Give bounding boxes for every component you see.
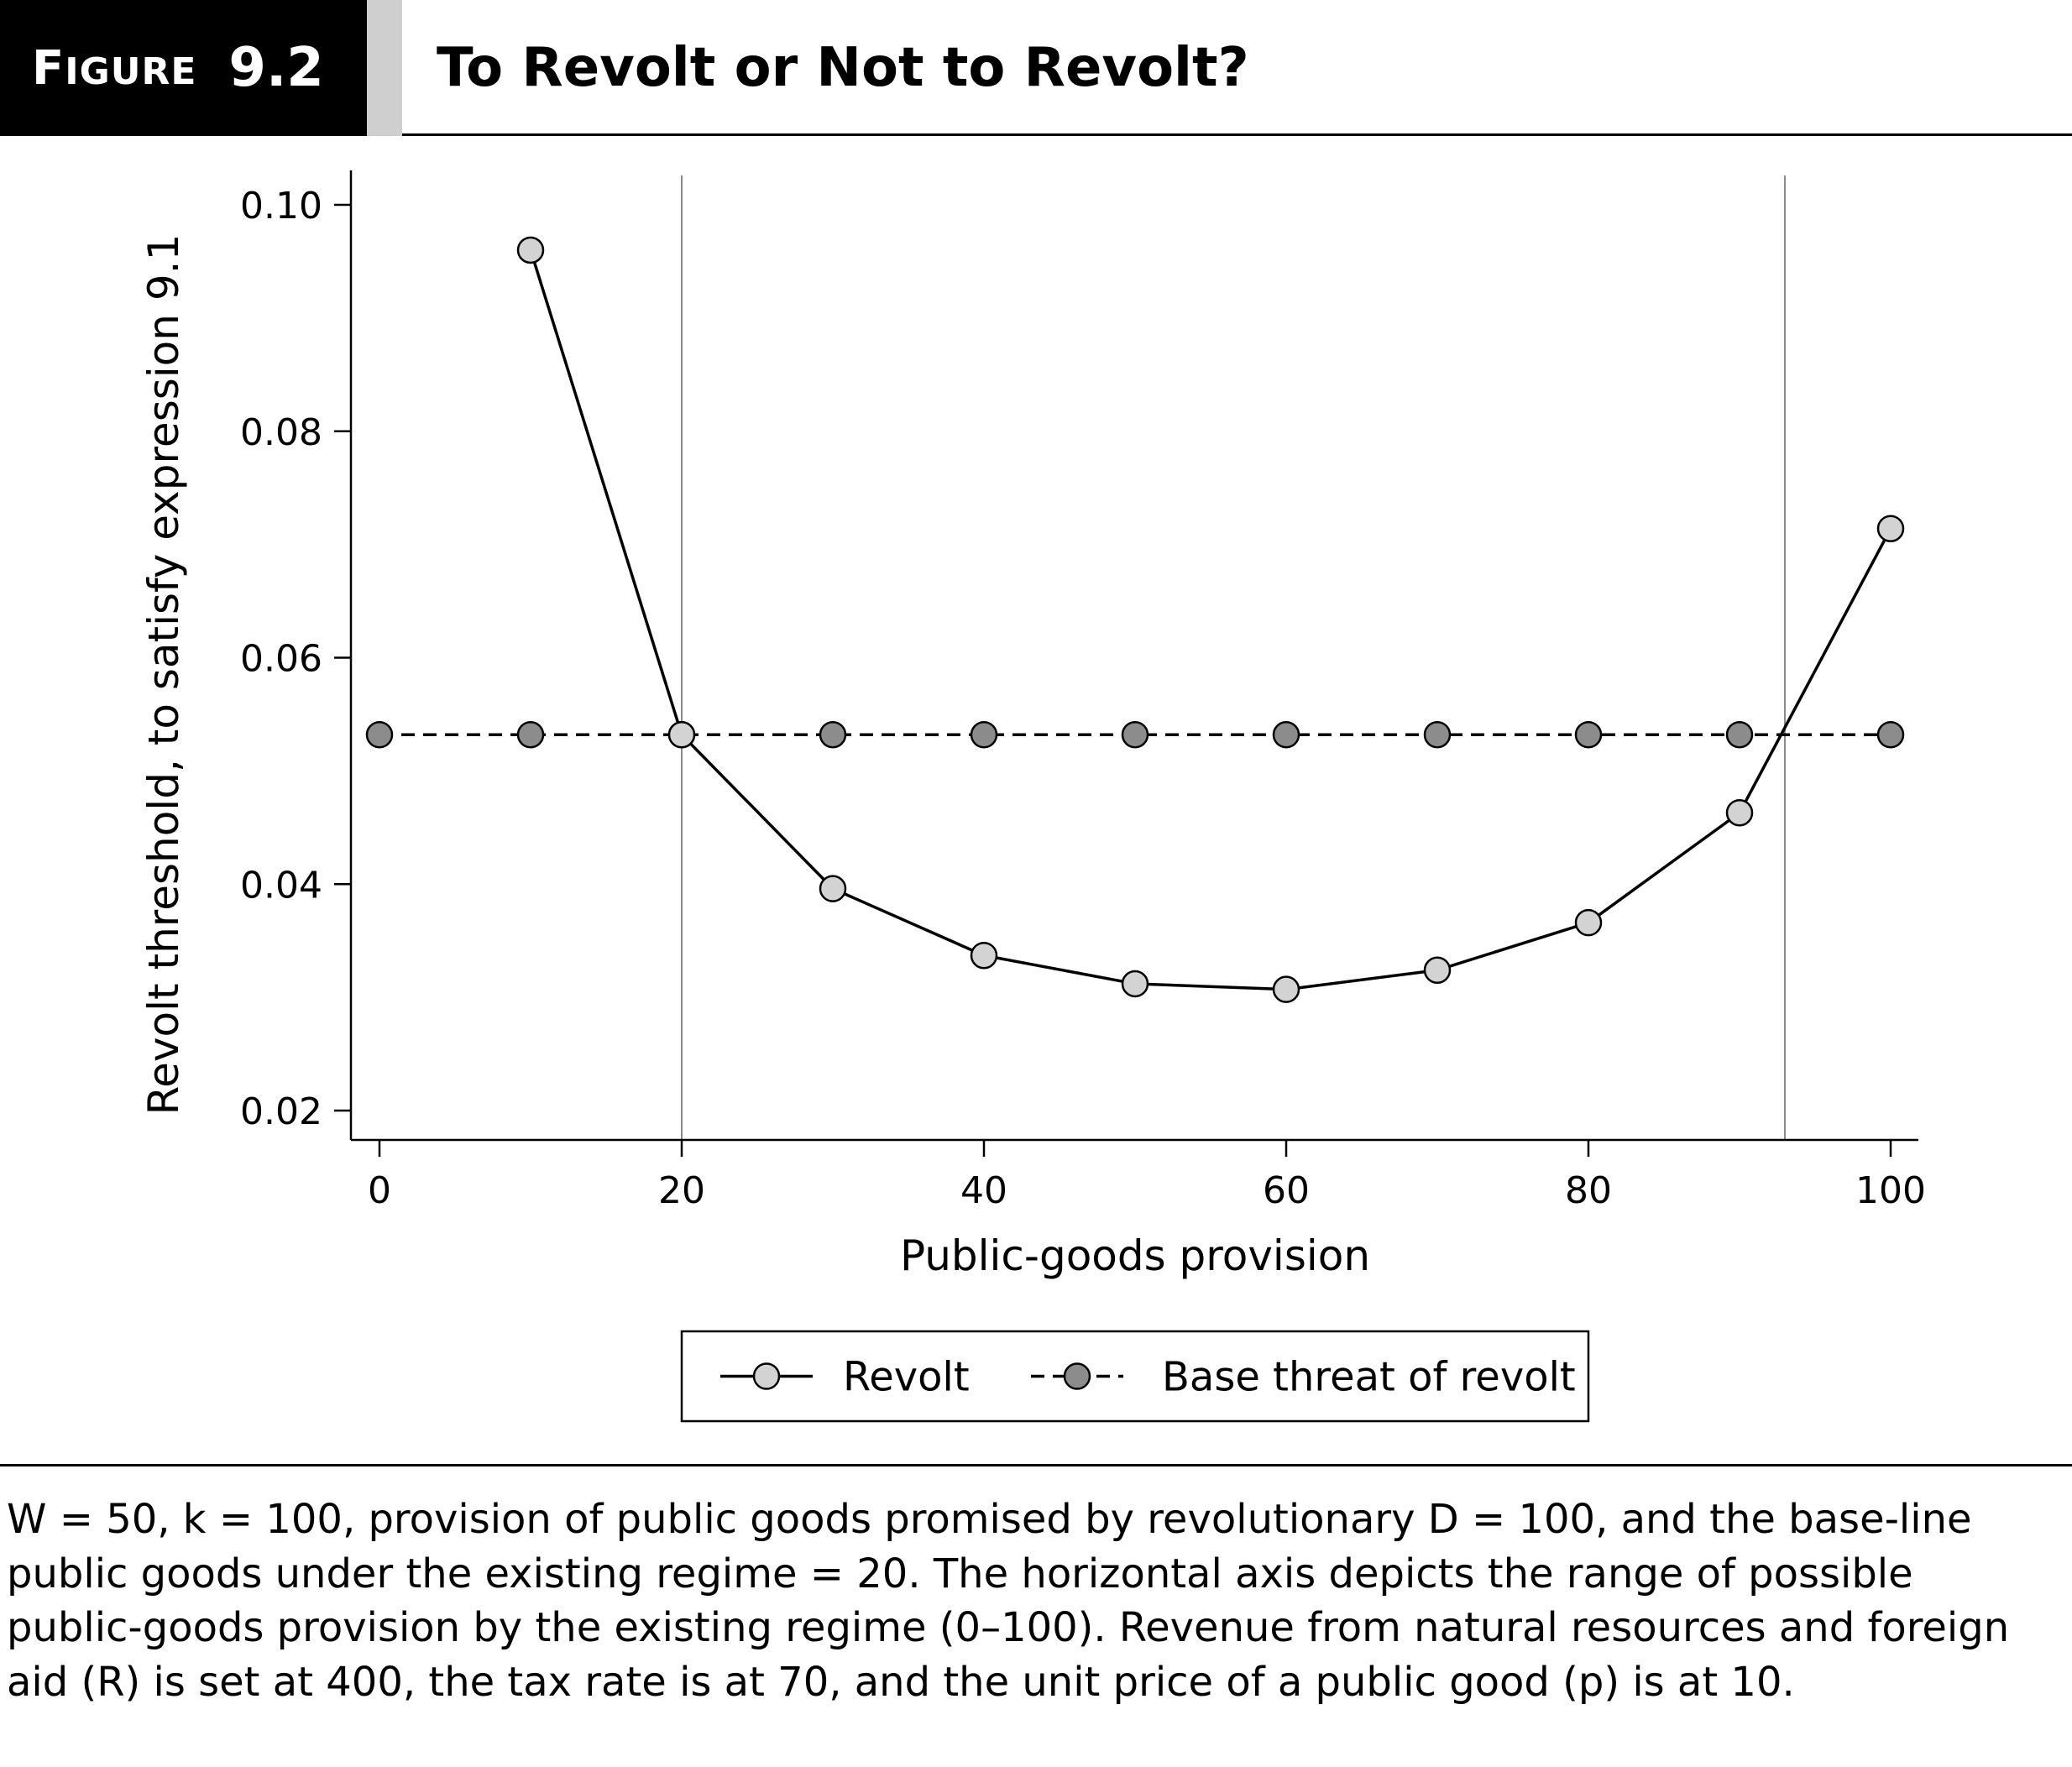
- series-0-point-6: [1423, 956, 1452, 985]
- series-1-point-10: [1876, 720, 1905, 749]
- figure-word-rest: IGURE: [65, 50, 197, 93]
- series-1-point-4: [970, 720, 998, 749]
- figure-word-initial: F: [32, 40, 65, 96]
- series-1-point-0: [365, 720, 394, 749]
- legend-label-revolt: Revolt: [843, 1354, 970, 1401]
- series-layer: [365, 236, 1905, 1003]
- figure-number: 9.2: [228, 37, 324, 99]
- series-0-point-3: [970, 941, 998, 970]
- series-1-point-8: [1574, 720, 1603, 749]
- series-0-point-7: [1574, 908, 1603, 937]
- caption-rule: [0, 1464, 2072, 1466]
- series-1-point-5: [1121, 720, 1149, 749]
- legend-marker-base: [1063, 1362, 1091, 1390]
- series-line-0: [529, 249, 1892, 991]
- x-tick-label-4: 80: [1565, 1169, 1612, 1212]
- header-accent-strip: [367, 0, 402, 136]
- x-tick-label-5: 100: [1855, 1169, 1926, 1212]
- y-tick-label-0: 0.02: [240, 1090, 322, 1133]
- chart: 0.02 0.04 0.06 0.08 0.10 0 20 40 60 80 100 Public-…: [139, 170, 1926, 1423]
- legend-box: [680, 1330, 1590, 1423]
- axes: 0.02 0.04 0.06 0.08 0.10 0 20 40 60 80 100: [240, 170, 1926, 1212]
- figure-title: To Revolt or Not to Revolt?: [437, 37, 1249, 99]
- figure-caption: W = 50, k = 100, provision of public goo…: [7, 1496, 2010, 1706]
- figure-header: FIGURE 9.2 To Revolt or Not to Revolt?: [0, 0, 2072, 136]
- x-tick-label-3: 60: [1263, 1169, 1310, 1212]
- y-axis-title: Revolt threshold, to satisfy expression …: [139, 234, 188, 1116]
- y-tick-label-1: 0.04: [240, 864, 322, 907]
- series-0-point-9: [1876, 515, 1905, 542]
- x-axis-title: Public-goods provision: [900, 1231, 1370, 1280]
- legend-label-base: Base threat of revolt: [1162, 1354, 1576, 1401]
- x-tick-label-2: 40: [960, 1169, 1007, 1212]
- x-tick-label-0: 0: [368, 1169, 391, 1212]
- y-tick-label-2: 0.06: [240, 638, 322, 681]
- series-0-point-4: [1121, 970, 1149, 998]
- series-1-point-6: [1272, 720, 1300, 749]
- series-0-point-0: [516, 236, 545, 264]
- plot-area: [681, 175, 1786, 1140]
- series-0-point-1: [667, 720, 696, 749]
- series-0-point-2: [819, 875, 847, 902]
- series-1-point-7: [1423, 720, 1452, 749]
- x-tick-label-1: 20: [658, 1169, 705, 1212]
- series-1-point-1: [516, 720, 545, 749]
- header-rule: [402, 133, 2072, 136]
- figure-label: FIGURE 9.2: [0, 0, 367, 136]
- series-1-point-9: [1725, 720, 1754, 749]
- legend-marker-revolt: [752, 1362, 781, 1390]
- y-tick-label-4: 0.10: [240, 185, 322, 227]
- series-0-point-5: [1272, 975, 1300, 1003]
- legend: Revolt Base threat of revolt: [680, 1330, 1590, 1423]
- series-1-point-3: [819, 720, 847, 749]
- figure-word: FIGURE: [32, 41, 196, 96]
- y-tick-label-3: 0.08: [240, 411, 322, 454]
- series-0-point-8: [1725, 799, 1754, 827]
